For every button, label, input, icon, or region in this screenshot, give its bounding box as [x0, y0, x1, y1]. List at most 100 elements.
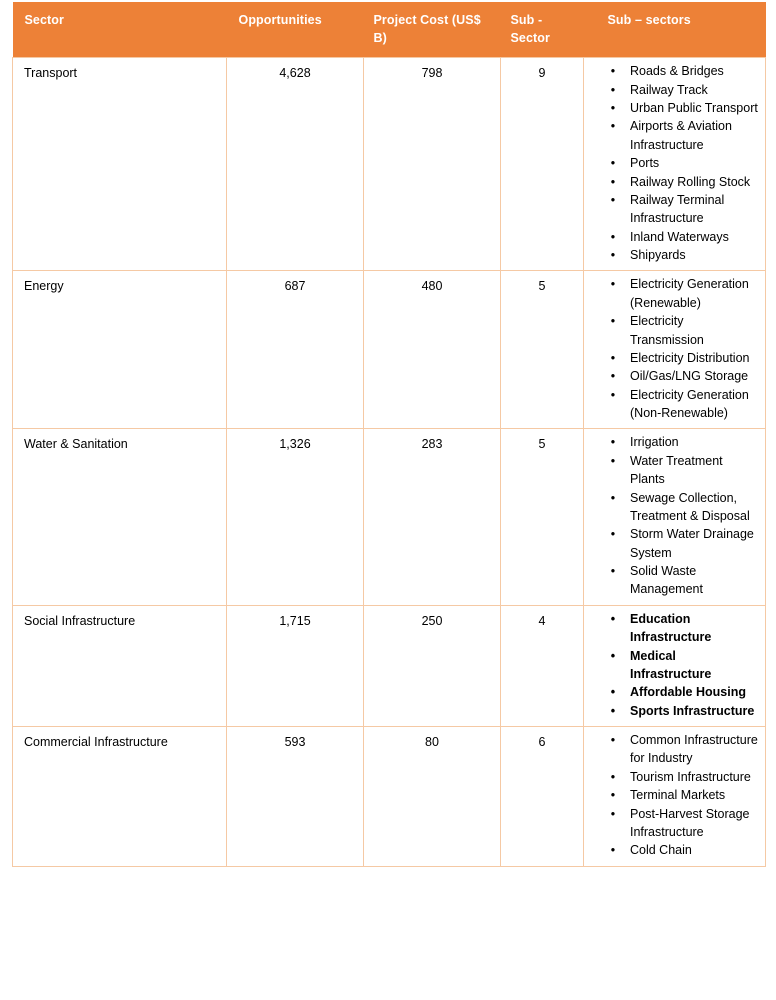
sector-opportunities-table: Sector Opportunities Project Cost (US$ B… [12, 2, 766, 867]
table-row: Commercial Infrastructure 593 80 6 • Common I… [12, 726, 766, 867]
sub-sector-label: Electricity Generation (Non-Renewable) [630, 387, 749, 420]
sub-sector-label: Urban Public Transport [630, 101, 758, 115]
sub-sector-label: Sports Infrastructure [630, 703, 755, 718]
sub-sector-label: Affordable Housing [630, 685, 746, 700]
cell-sector: Commercial Infrastructure [12, 726, 227, 867]
cell-project-cost: 283 [363, 428, 501, 606]
cell-sub-sector-count: 6 [500, 726, 584, 867]
sub-sector-label: Railway Rolling Stock [630, 174, 751, 189]
bullet-icon: • [610, 685, 616, 700]
bullet-icon: • [610, 101, 616, 115]
sub-sector-list-item: • Education Infrastructure [611, 610, 759, 647]
cell-sub-sectors: • Education Infrastructure • Medical Infras… [583, 604, 766, 728]
cell-sector: Energy [12, 270, 227, 430]
sub-sector-label: Electricity Distribution [630, 350, 750, 365]
column-header-project-cost-line1: Project Cost (US$ [373, 13, 481, 27]
sub-sector-list-item: • Railway Terminal Infrastructure [611, 191, 759, 228]
column-header-sub-sectors: Sub – sectors [583, 2, 766, 58]
bullet-icon: • [610, 527, 616, 542]
sub-sector-list-item: • Airports & Aviation Infrastructure [611, 117, 759, 154]
sub-sector-label: Railway Terminal Infrastructure [630, 192, 725, 226]
column-header-sub-sector-line1: Sub - [510, 13, 543, 27]
column-header-sub-sector-line2: Sector [510, 31, 551, 46]
table-header-row: Sector Opportunities Project Cost (US$ B… [12, 2, 766, 58]
bullet-icon: • [610, 277, 616, 292]
table-header: Sector Opportunities Project Cost (US$ B… [12, 2, 766, 58]
bullet-icon: • [610, 703, 616, 718]
cell-sub-sector-count: 9 [500, 57, 584, 272]
column-header-project-cost: Project Cost (US$ B) [363, 2, 501, 58]
bullet-icon: • [610, 156, 616, 171]
sub-sector-label: Tourism Infrastructure [630, 769, 751, 784]
bullet-icon: • [610, 119, 616, 134]
table-row: Water & Sanitation 1,326 283 5 • Irrigation • W… [12, 428, 766, 606]
sub-sector-list-item: • Urban Public Transport [611, 99, 759, 117]
sub-sector-label: Solid Waste Management [630, 564, 703, 597]
column-header-opportunities-label: Opportunities [238, 13, 322, 27]
table-body: Transport 4,628 798 9 • Roads & Bridges • Railw… [12, 57, 766, 867]
sub-sector-list: • Common Infrastructure for Industry • Tour… [590, 731, 759, 860]
sub-sector-list-item: • Electricity Generation (Non-Renewable) [611, 386, 759, 423]
sub-sector-list-item: • Post-Harvest Storage Infrastructure [611, 805, 759, 842]
sub-sector-list: • Education Infrastructure • Medical Infras… [590, 610, 759, 720]
sub-sector-label: Railway Track [630, 82, 708, 97]
sub-sector-list-item: • Electricity Generation (Renewable) [611, 275, 759, 312]
sub-sector-label: Sewage Collection, Treatment & Disposal [630, 490, 750, 523]
cell-sub-sectors: • Electricity Generation (Renewable) • Elec… [583, 270, 766, 430]
sub-sector-list-item: • Electricity Transmission [611, 312, 759, 349]
sub-sector-list-item: • Railway Rolling Stock [611, 173, 759, 191]
sub-sector-list-item: • Ports [611, 154, 759, 172]
cell-sub-sectors: • Irrigation • Water Treatment Plants • Sewag… [583, 428, 766, 606]
sub-sector-label: Airports & Aviation Infrastructure [630, 119, 732, 152]
sub-sector-label: Water Treatment Plants [630, 453, 723, 487]
sub-sector-list-item: • Oil/Gas/LNG Storage [611, 367, 759, 385]
sub-sector-list-item: • Affordable Housing [611, 683, 759, 701]
sub-sector-list-item: • Sewage Collection, Treatment & Disposal [611, 489, 759, 526]
bullet-icon: • [610, 192, 616, 207]
sub-sector-label: Cold Chain [630, 843, 692, 858]
bullet-icon: • [610, 648, 616, 663]
sub-sector-label: Medical Infrastructure [630, 648, 712, 681]
bullet-icon: • [610, 248, 616, 262]
cell-sector: Water & Sanitation [12, 428, 227, 606]
bullet-icon: • [610, 435, 616, 450]
sub-sector-label: Post-Harvest Storage Infrastructure [630, 806, 750, 839]
column-header-sector-label: Sector [24, 13, 65, 27]
sub-sector-label: Electricity Transmission [630, 314, 704, 347]
sub-sector-label: Inland Waterways [630, 229, 729, 244]
bullet-icon: • [610, 564, 616, 578]
bullet-icon: • [610, 843, 616, 858]
bullet-icon: • [610, 788, 616, 803]
sub-sector-label: Electricity Generation (Renewable) [630, 277, 749, 310]
column-header-opportunities: Opportunities [226, 2, 364, 58]
column-header-sub-sectors-label: Sub – sectors [607, 13, 691, 27]
cell-project-cost: 250 [363, 604, 501, 728]
bullet-icon: • [610, 611, 616, 626]
cell-opportunities: 593 [226, 726, 364, 867]
cell-sub-sector-count: 4 [500, 604, 584, 728]
sub-sector-list-item: • Tourism Infrastructure [611, 768, 759, 786]
sub-sector-list-item: • Roads & Bridges [611, 62, 759, 80]
cell-sector: Social Infrastructure [12, 604, 227, 728]
column-header-sub-sector: Sub - Sector [500, 2, 584, 58]
table-row: Energy 687 480 5 • Electricity Generation (Re… [12, 270, 766, 430]
cell-project-cost: 80 [363, 726, 501, 867]
cell-project-cost: 798 [363, 57, 501, 272]
sub-sector-list: • Electricity Generation (Renewable) • Elec… [590, 275, 759, 422]
cell-opportunities: 1,326 [226, 428, 364, 606]
sub-sector-list: • Roads & Bridges • Railway Track • Urban Pub… [590, 62, 759, 264]
cell-sub-sectors: • Common Infrastructure for Industry • Tour… [583, 726, 766, 867]
sub-sector-list: • Irrigation • Water Treatment Plants • Sewag… [590, 433, 759, 598]
bullet-icon: • [610, 314, 616, 329]
sub-sector-label: Roads & Bridges [630, 64, 724, 79]
table-row: Social Infrastructure 1,715 250 4 • Education… [12, 604, 766, 728]
cell-opportunities: 687 [226, 270, 364, 430]
cell-sub-sector-count: 5 [500, 270, 584, 430]
cell-opportunities: 4,628 [226, 57, 364, 272]
column-header-project-cost-line2: B) [373, 31, 387, 46]
sub-sector-list-item: • Irrigation [611, 433, 759, 451]
sub-sector-list-item: • Water Treatment Plants [611, 452, 759, 489]
column-header-sector: Sector [12, 2, 227, 58]
bullet-icon: • [610, 229, 616, 244]
